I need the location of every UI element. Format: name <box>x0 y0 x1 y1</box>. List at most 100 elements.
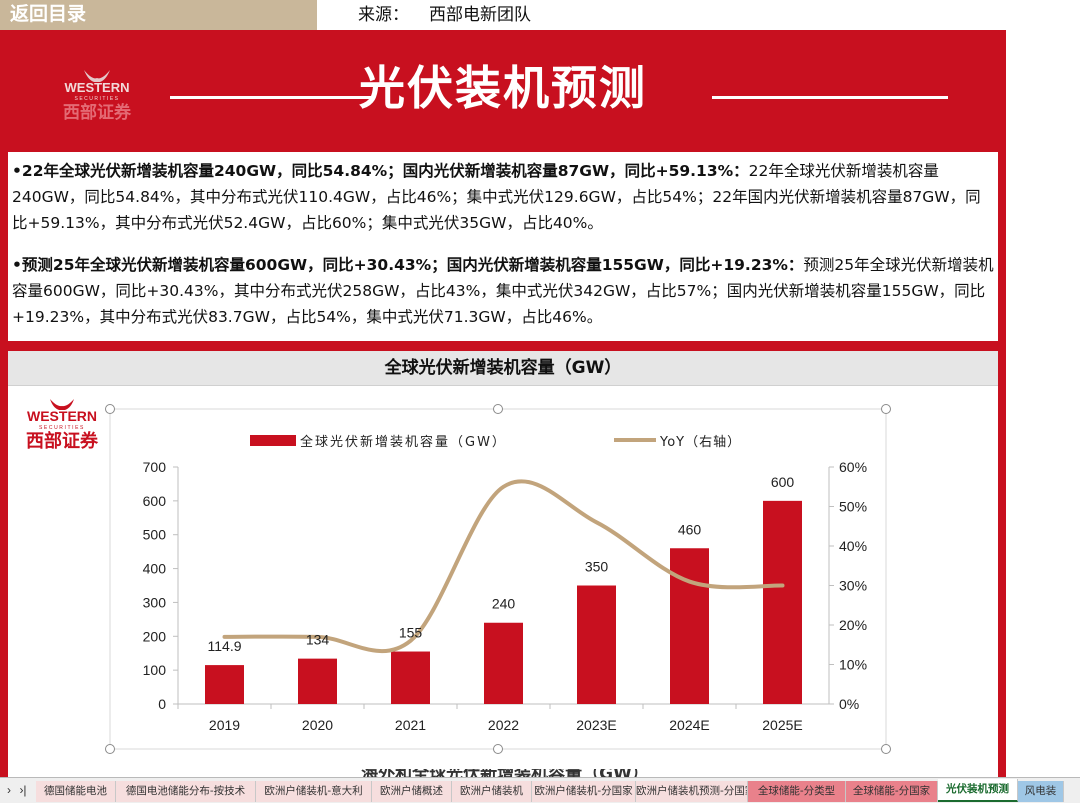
summary-textbox[interactable]: •22年全球光伏新增装机容量240GW，同比54.84%；国内光伏新增装机容量8… <box>8 152 998 341</box>
legend-bar-swatch <box>250 435 296 446</box>
sheet-tab[interactable]: 欧洲户储概述 <box>372 781 452 802</box>
bar-value-label: 600 <box>771 474 795 490</box>
bull-horns-icon <box>50 399 74 410</box>
western-securities-logo: WESTERN SECURITIES 西部证券 <box>63 70 132 123</box>
source-label: 来源： <box>358 5 409 24</box>
source-line: 来源： 西部电新团队 <box>358 0 531 30</box>
logo-en: WESTERN <box>27 408 97 424</box>
chart-panel: 全球光伏新增装机容量（GW） WESTERN SECURITIES 西部证券 0… <box>0 345 1006 777</box>
bar <box>763 500 802 704</box>
y2-tick-label: 10% <box>839 657 867 673</box>
capacity-chart[interactable]: 0 100 200 300 400 500 600 700 0% 10% 20% 30% 40% 50% 6… <box>8 351 998 777</box>
chart-panel-inner: 全球光伏新增装机容量（GW） WESTERN SECURITIES 西部证券 0… <box>8 351 998 777</box>
x-tick-label: 2019 <box>209 717 240 733</box>
yoy-point <box>689 581 690 583</box>
yoy-point <box>224 636 225 638</box>
bar-value-label: 134 <box>306 632 330 648</box>
summary-panel: •22年全球光伏新增装机容量240GW，同比54.84%；国内光伏新增装机容量8… <box>0 148 1006 345</box>
summary-headline-2025: •预测25年全球光伏新增装机容量600GW，同比+30.43%；国内光伏新增装机… <box>12 256 804 274</box>
sheet-tab[interactable]: 欧洲户储装机-分国家 <box>532 781 636 802</box>
yoy-point <box>503 486 504 488</box>
y-tick-label: 600 <box>143 493 167 509</box>
summary-body-2022: 22年全球光伏新增装机容量240GW，同比54.84%，其中分布式光伏110.4… <box>12 162 981 232</box>
sheet-tab[interactable]: 全球储能-分国家 <box>846 781 938 802</box>
y2-tick-label: 0% <box>839 696 859 712</box>
bar <box>670 548 709 704</box>
resize-handle <box>881 744 891 754</box>
resize-handle <box>881 404 891 414</box>
resize-handle <box>493 744 503 754</box>
y-tick-label: 400 <box>143 561 167 577</box>
yoy-point <box>410 640 411 642</box>
bar <box>205 665 244 704</box>
y-tick-label: 100 <box>143 662 167 678</box>
y-tick-label: 200 <box>143 628 167 644</box>
title-rule-right <box>712 96 948 99</box>
logo-cn: 西部证券 <box>63 102 132 123</box>
tab-scroll-next-button[interactable]: › <box>7 783 11 797</box>
y-tick-label: 700 <box>143 459 167 475</box>
x-tick-label: 2022 <box>488 717 519 733</box>
back-to-contents-button[interactable]: 返回目录 <box>0 0 317 30</box>
bar-value-label: 350 <box>585 559 609 575</box>
western-securities-logo-chart: WESTERN SECURITIES 西部证券 <box>26 399 99 452</box>
sheet-tab[interactable]: 全球储能-分类型 <box>748 781 846 802</box>
bar-value-label: 460 <box>678 521 702 537</box>
logo-sub: SECURITIES <box>39 425 85 431</box>
header-right-blank <box>1006 30 1080 148</box>
resize-handle <box>105 404 115 414</box>
logo-sub: SECURITIES <box>74 96 119 102</box>
top-bar: 返回目录 来源： 西部电新团队 <box>0 0 1080 30</box>
chart-panel-title: 全球光伏新增装机容量（GW） <box>8 351 998 386</box>
y2-tick-label: 30% <box>839 578 867 594</box>
y-tick-label: 0 <box>158 696 166 712</box>
sheet-tab[interactable]: 欧洲户储装机预测-分国家 <box>636 781 748 802</box>
sheet-tab[interactable]: 欧洲户储装机-意大利 <box>256 781 372 802</box>
sheet-tab[interactable]: 德国电池储能分布-按技术 <box>116 781 256 802</box>
x-tick-label: 2021 <box>395 717 426 733</box>
next-chart-title-peek: 海外和全球光伏新增装机容量（GW） <box>270 769 740 777</box>
bar-value-label: 114.9 <box>208 638 242 654</box>
y2-tick-label: 20% <box>839 617 867 633</box>
tab-scroll-last-button[interactable]: ›| <box>19 783 27 797</box>
summary-body-2025: 预测25年全球光伏新增装机容量600GW，同比+30.43%，其中分布式光伏25… <box>12 256 994 326</box>
bar <box>484 622 523 704</box>
summary-paragraph-2025: •预测25年全球光伏新增装机容量600GW，同比+30.43%；国内光伏新增装机… <box>12 252 994 330</box>
title-rule-left <box>170 96 374 99</box>
legend-line-label: YoY（右轴） <box>659 435 741 450</box>
bull-horns-icon <box>84 70 110 82</box>
yoy-point <box>596 521 597 523</box>
sheet-tab[interactable]: 光伏装机预测 <box>938 779 1018 802</box>
page-title: 光伏装机预测 <box>359 61 647 115</box>
x-tick-label: 2025E <box>762 717 802 733</box>
y-tick-label: 500 <box>143 527 167 543</box>
logo-cn: 西部证券 <box>26 430 99 452</box>
source-value: 西部电新团队 <box>429 5 531 24</box>
x-tick-label: 2023E <box>576 717 616 733</box>
bar-value-label: 155 <box>399 625 423 641</box>
summary-paragraph-2022: •22年全球光伏新增装机容量240GW，同比54.84%；国内光伏新增装机容量8… <box>12 158 994 236</box>
x-tick-label: 2024E <box>669 717 709 733</box>
resize-handle <box>105 744 115 754</box>
bar <box>577 585 616 704</box>
sheet-tab[interactable]: 德国储能电池 <box>36 781 116 802</box>
page-header: WESTERN SECURITIES 西部证券 光伏装机预测 <box>0 30 1080 148</box>
sheet-tab[interactable]: 风电装 <box>1018 781 1064 802</box>
legend-bar-label: 全球光伏新增装机容量（GW） <box>300 434 507 450</box>
y2-tick-label: 40% <box>839 538 867 554</box>
yoy-point <box>317 636 318 638</box>
logo-en: WESTERN <box>65 80 130 95</box>
sheet-tab[interactable]: 欧洲户储装机 <box>452 781 532 802</box>
bar-value-label: 240 <box>492 596 516 612</box>
y2-tick-label: 60% <box>839 459 867 475</box>
y-tick-label: 300 <box>143 594 167 610</box>
summary-headline-2022: •22年全球光伏新增装机容量240GW，同比54.84%；国内光伏新增装机容量8… <box>12 162 749 180</box>
y2-tick-label: 50% <box>839 499 867 515</box>
yoy-point <box>782 585 783 586</box>
bar <box>391 651 430 704</box>
resize-handle <box>493 404 503 414</box>
sheet-tab-bar: › ›| 德国储能电池 德国电池储能分布-按技术 欧洲户储装机-意大利 欧洲户储概述欧… <box>0 777 1080 803</box>
next-chart-title: 海外和全球光伏新增装机容量（GW） <box>270 769 740 777</box>
x-tick-label: 2020 <box>302 717 333 733</box>
bar <box>298 658 337 704</box>
